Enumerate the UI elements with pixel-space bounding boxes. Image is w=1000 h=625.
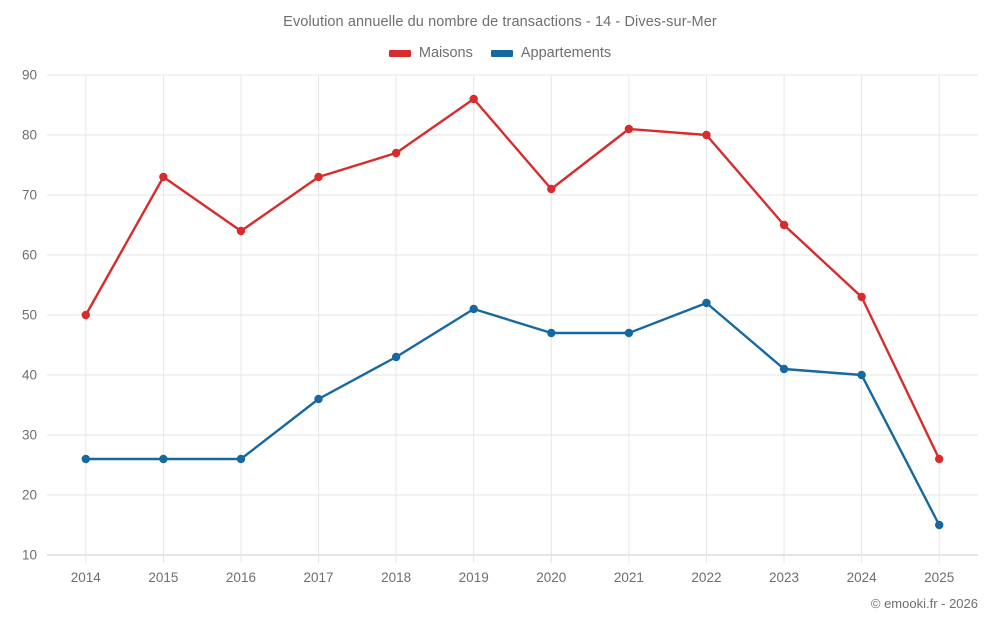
x-tick-label: 2017 [303,570,334,585]
x-tick-label: 2024 [846,570,877,585]
data-point-marker[interactable] [547,328,556,338]
legend-label-appartements: Appartements [520,45,612,61]
x-tick-label: 2021 [613,570,644,585]
x-tick-label: 2016 [225,570,256,585]
y-tick-label: 50 [21,307,37,323]
series-line-appartements [84,301,941,527]
data-point-marker[interactable] [935,520,944,530]
x-tick-label: 2014 [70,570,101,585]
data-point-marker[interactable] [314,172,323,182]
series-line-maisons [84,97,941,461]
data-point-marker[interactable] [624,328,634,338]
data-point-marker[interactable] [702,298,711,308]
data-point-marker[interactable] [702,130,711,140]
x-tick-label: 2023 [769,570,800,585]
x-tick-label: 2022 [691,570,722,585]
legend-swatch-appartements [490,49,513,57]
data-point-marker[interactable] [857,370,866,380]
data-point-marker[interactable] [469,94,478,104]
data-point-marker[interactable] [236,226,246,236]
x-tick-label: 2025 [924,570,955,585]
data-point-marker[interactable] [236,454,246,464]
legend-item-appartements[interactable]: Appartements [490,45,612,61]
legend-swatch-maisons [388,49,411,57]
legend-item-maisons[interactable]: Maisons [388,45,473,61]
x-tick-label: 2018 [381,570,412,585]
chart-title: Evolution annuelle du nombre de transact… [283,14,717,30]
y-tick-label: 40 [21,367,37,383]
data-point-marker[interactable] [159,172,168,182]
gridlines [47,74,978,563]
x-tick-label: 2020 [536,570,567,585]
data-point-marker[interactable] [314,394,323,404]
y-tick-label: 70 [21,187,37,203]
y-tick-label: 20 [21,487,37,503]
data-point-marker[interactable] [857,292,866,302]
data-point-marker[interactable] [391,352,401,362]
data-point-marker[interactable] [935,454,944,464]
data-point-marker[interactable] [547,184,556,194]
data-point-marker[interactable] [779,220,789,230]
x-tick-label: 2015 [148,570,179,585]
data-point-marker[interactable] [81,454,90,464]
y-tick-label: 30 [21,427,37,443]
footer-credit: © emooki.fr - 2026 [870,596,978,611]
data-point-marker[interactable] [391,148,401,158]
legend-label-maisons: Maisons [418,45,473,61]
chart-legend: Maisons Appartements [0,45,1000,61]
series-markers [81,94,944,530]
data-point-marker[interactable] [624,124,634,134]
data-point-marker[interactable] [469,304,478,314]
data-point-marker[interactable] [779,364,789,374]
data-point-marker[interactable] [81,310,90,320]
y-tick-label: 90 [21,67,37,83]
series-lines [84,97,941,527]
y-tick-label: 80 [21,127,37,143]
y-tick-label: 60 [21,247,37,263]
x-tick-label: 2019 [458,570,489,585]
y-tick-label: 10 [21,547,37,563]
data-point-marker[interactable] [159,454,168,464]
